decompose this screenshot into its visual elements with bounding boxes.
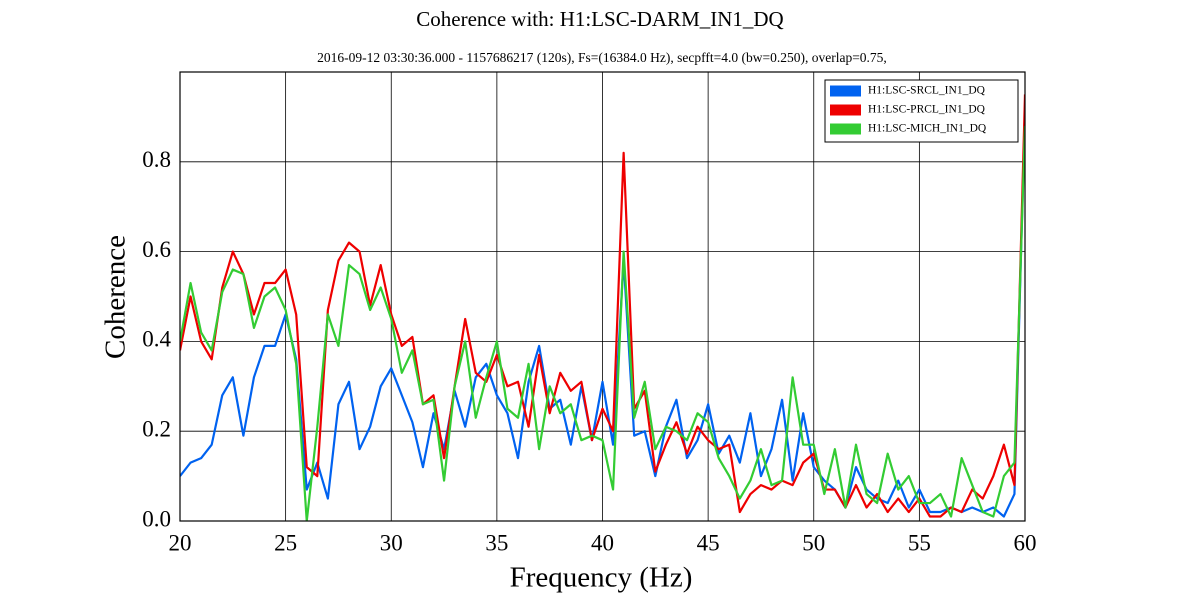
y-axis-label: Coherence <box>100 235 132 359</box>
data-line <box>180 94 1025 518</box>
legend-label: H1:LSC-SRCL_IN1_DQ <box>868 85 986 97</box>
x-tick-label: 55 <box>908 530 931 555</box>
data-line <box>180 107 1025 518</box>
data-line <box>180 125 1025 521</box>
x-tick-label: 20 <box>169 530 192 555</box>
x-axis-label: Frequency (Hz) <box>510 562 693 594</box>
legend-swatch <box>830 85 861 97</box>
chart-subtitle: 2016-09-12 03:30:36.000 - 1157686217 (12… <box>317 50 887 65</box>
plot-frame <box>179 71 1026 522</box>
legend-label: H1:LSC-MICH_IN1_DQ <box>868 123 987 135</box>
y-tick-label: 0.6 <box>142 237 171 262</box>
x-tick-label: 30 <box>380 530 403 555</box>
chart-title: Coherence with: H1:LSC-DARM_IN1_DQ <box>416 7 783 31</box>
x-tick-label: 50 <box>802 530 825 555</box>
x-tick-label: 40 <box>591 530 614 555</box>
x-tick-label: 25 <box>274 530 297 555</box>
y-tick-label: 0.8 <box>142 147 171 172</box>
y-tick-label: 0.2 <box>142 416 171 441</box>
y-tick-label: 0.0 <box>142 506 171 531</box>
x-tick-label: 45 <box>697 530 720 555</box>
legend-label: H1:LSC-PRCL_IN1_DQ <box>868 104 986 116</box>
legend-swatch <box>830 123 861 135</box>
x-tick-label: 60 <box>1014 530 1037 555</box>
y-tick-label: 0.4 <box>142 327 171 352</box>
legend-swatch <box>830 104 861 116</box>
x-tick-label: 35 <box>485 530 508 555</box>
